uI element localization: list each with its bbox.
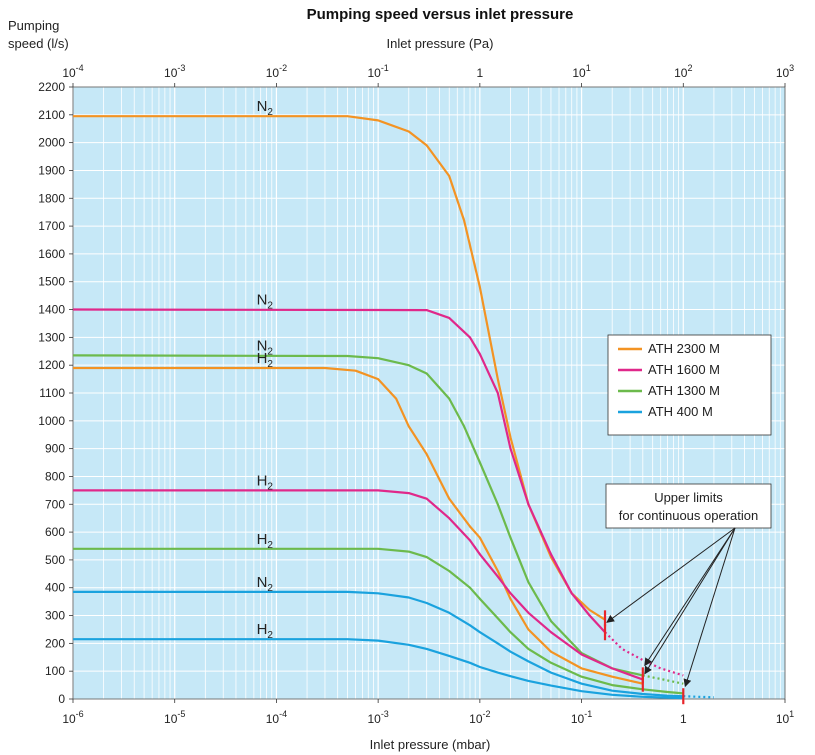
x-tick-label-bottom: 10-1 (571, 709, 592, 726)
x-tick-label-bottom: 10-3 (367, 709, 388, 726)
series-line-ath-1600-m-n2 (72, 308, 606, 633)
limit-marks (603, 610, 685, 705)
legend: ATH 2300 M ATH 1600 M ATH 1300 M ATH 400 M (607, 334, 772, 436)
x-tick-label-bottom: 10-5 (164, 709, 185, 726)
y-tick-label: 600 (45, 525, 65, 539)
legend-entry: ATH 2300 M (648, 341, 720, 356)
legend-entry: ATH 400 M (648, 404, 713, 419)
upper-limits-annotation: Upper limits for continuous operation (605, 483, 772, 688)
annotation-arrow (606, 527, 736, 623)
y-axis-label-line2: speed (l/s) (8, 36, 69, 51)
gas-label: N2 (257, 98, 274, 118)
grid (72, 86, 786, 700)
bottom-axis-ticks: 10-6 10-5 10-4 10-3 10-2 10-1 1 101 (62, 699, 794, 726)
gas-label: N2 (257, 337, 274, 357)
y-tick-label: 1000 (38, 414, 65, 428)
annotation-arrow (644, 527, 736, 675)
y-tick-label: 500 (45, 553, 65, 567)
y-tick-label: 800 (45, 469, 65, 483)
y-tick-label: 700 (45, 497, 65, 511)
y-tick-label: 1900 (38, 163, 65, 177)
series-line-ath-1300-m-h2 (73, 547, 684, 695)
series-dotted-ath-400-m-n2 (683, 695, 714, 699)
y-axis-label-line1: Pumping (8, 18, 59, 33)
y-axis-ticks: 0 100 200 300 400 500 600 700 800 900 1000 1100 1200… (38, 80, 73, 706)
x-tick-label-bottom: 10-4 (266, 709, 287, 726)
gas-label: H2 (257, 472, 274, 492)
x-tick-label-top: 10-2 (266, 63, 287, 80)
series-line-ath-1600-m-h2 (73, 489, 644, 681)
y-tick-label: 1400 (38, 303, 65, 317)
series-lines (72, 115, 714, 700)
x-tick-label-top: 102 (674, 63, 692, 80)
y-tick-label: 1100 (39, 386, 65, 400)
x-tick-label-top: 103 (776, 63, 794, 80)
x-tick-label-top: 10-3 (164, 63, 185, 80)
bottom-axis-label: Inlet pressure (mbar) (370, 737, 491, 752)
x-tick-label-bottom: 10-6 (62, 709, 83, 726)
gas-label: H2 (257, 531, 274, 551)
x-tick-label-bottom: 10-2 (469, 709, 490, 726)
y-tick-label: 900 (45, 442, 65, 456)
annotation-arrow (644, 527, 736, 667)
annotation-line2: for continuous operation (619, 508, 758, 523)
x-tick-label-bottom: 1 (680, 712, 687, 726)
legend-entry: ATH 1300 M (648, 383, 720, 398)
x-tick-label-bottom: 101 (776, 709, 794, 726)
gas-label: H2 (257, 350, 274, 370)
top-axis-ticks: 10-4 10-3 10-2 10-1 1 101 102 103 (62, 63, 794, 87)
y-tick-label: 1700 (38, 219, 65, 233)
y-tick-label: 1800 (38, 191, 65, 205)
annotation-line1: Upper limits (654, 490, 723, 505)
x-tick-label-top: 10-4 (62, 63, 83, 80)
series-line-ath-400-m-h2 (73, 638, 684, 700)
annotation-arrow (683, 527, 736, 688)
x-tick-label-top: 101 (572, 63, 590, 80)
gas-label: N2 (257, 292, 274, 312)
annotation-box (605, 483, 772, 529)
gas-label: H2 (257, 621, 274, 641)
series-line-ath-2300-m-h2 (73, 366, 644, 685)
y-tick-label: 1200 (38, 358, 65, 372)
x-tick-label-top: 10-1 (367, 63, 388, 80)
series-dotted-ath-1300-m-n2 (642, 674, 684, 685)
series-line-ath-400-m-n2 (73, 590, 684, 698)
y-tick-label: 2000 (38, 136, 65, 150)
y-tick-label: 300 (45, 609, 65, 623)
y-tick-label: 100 (45, 664, 65, 678)
top-axis-label: Inlet pressure (Pa) (387, 36, 494, 51)
gas-label: N2 (257, 574, 274, 594)
y-tick-label: 1600 (38, 247, 65, 261)
chart-title: Pumping speed versus inlet pressure (307, 6, 574, 23)
y-tick-label: 2100 (38, 108, 65, 122)
y-tick-label: 0 (58, 692, 65, 706)
y-tick-label: 1500 (38, 275, 65, 289)
legend-box (607, 334, 772, 436)
legend-entry: ATH 1600 M (648, 362, 720, 377)
y-tick-label: 200 (45, 636, 65, 650)
x-tick-label-top: 1 (477, 66, 484, 80)
y-tick-label: 400 (45, 581, 65, 595)
series-dotted-ath-1600-m-n2 (604, 631, 684, 677)
y-tick-label: 1300 (38, 330, 65, 344)
y-tick-label: 2200 (38, 80, 65, 94)
